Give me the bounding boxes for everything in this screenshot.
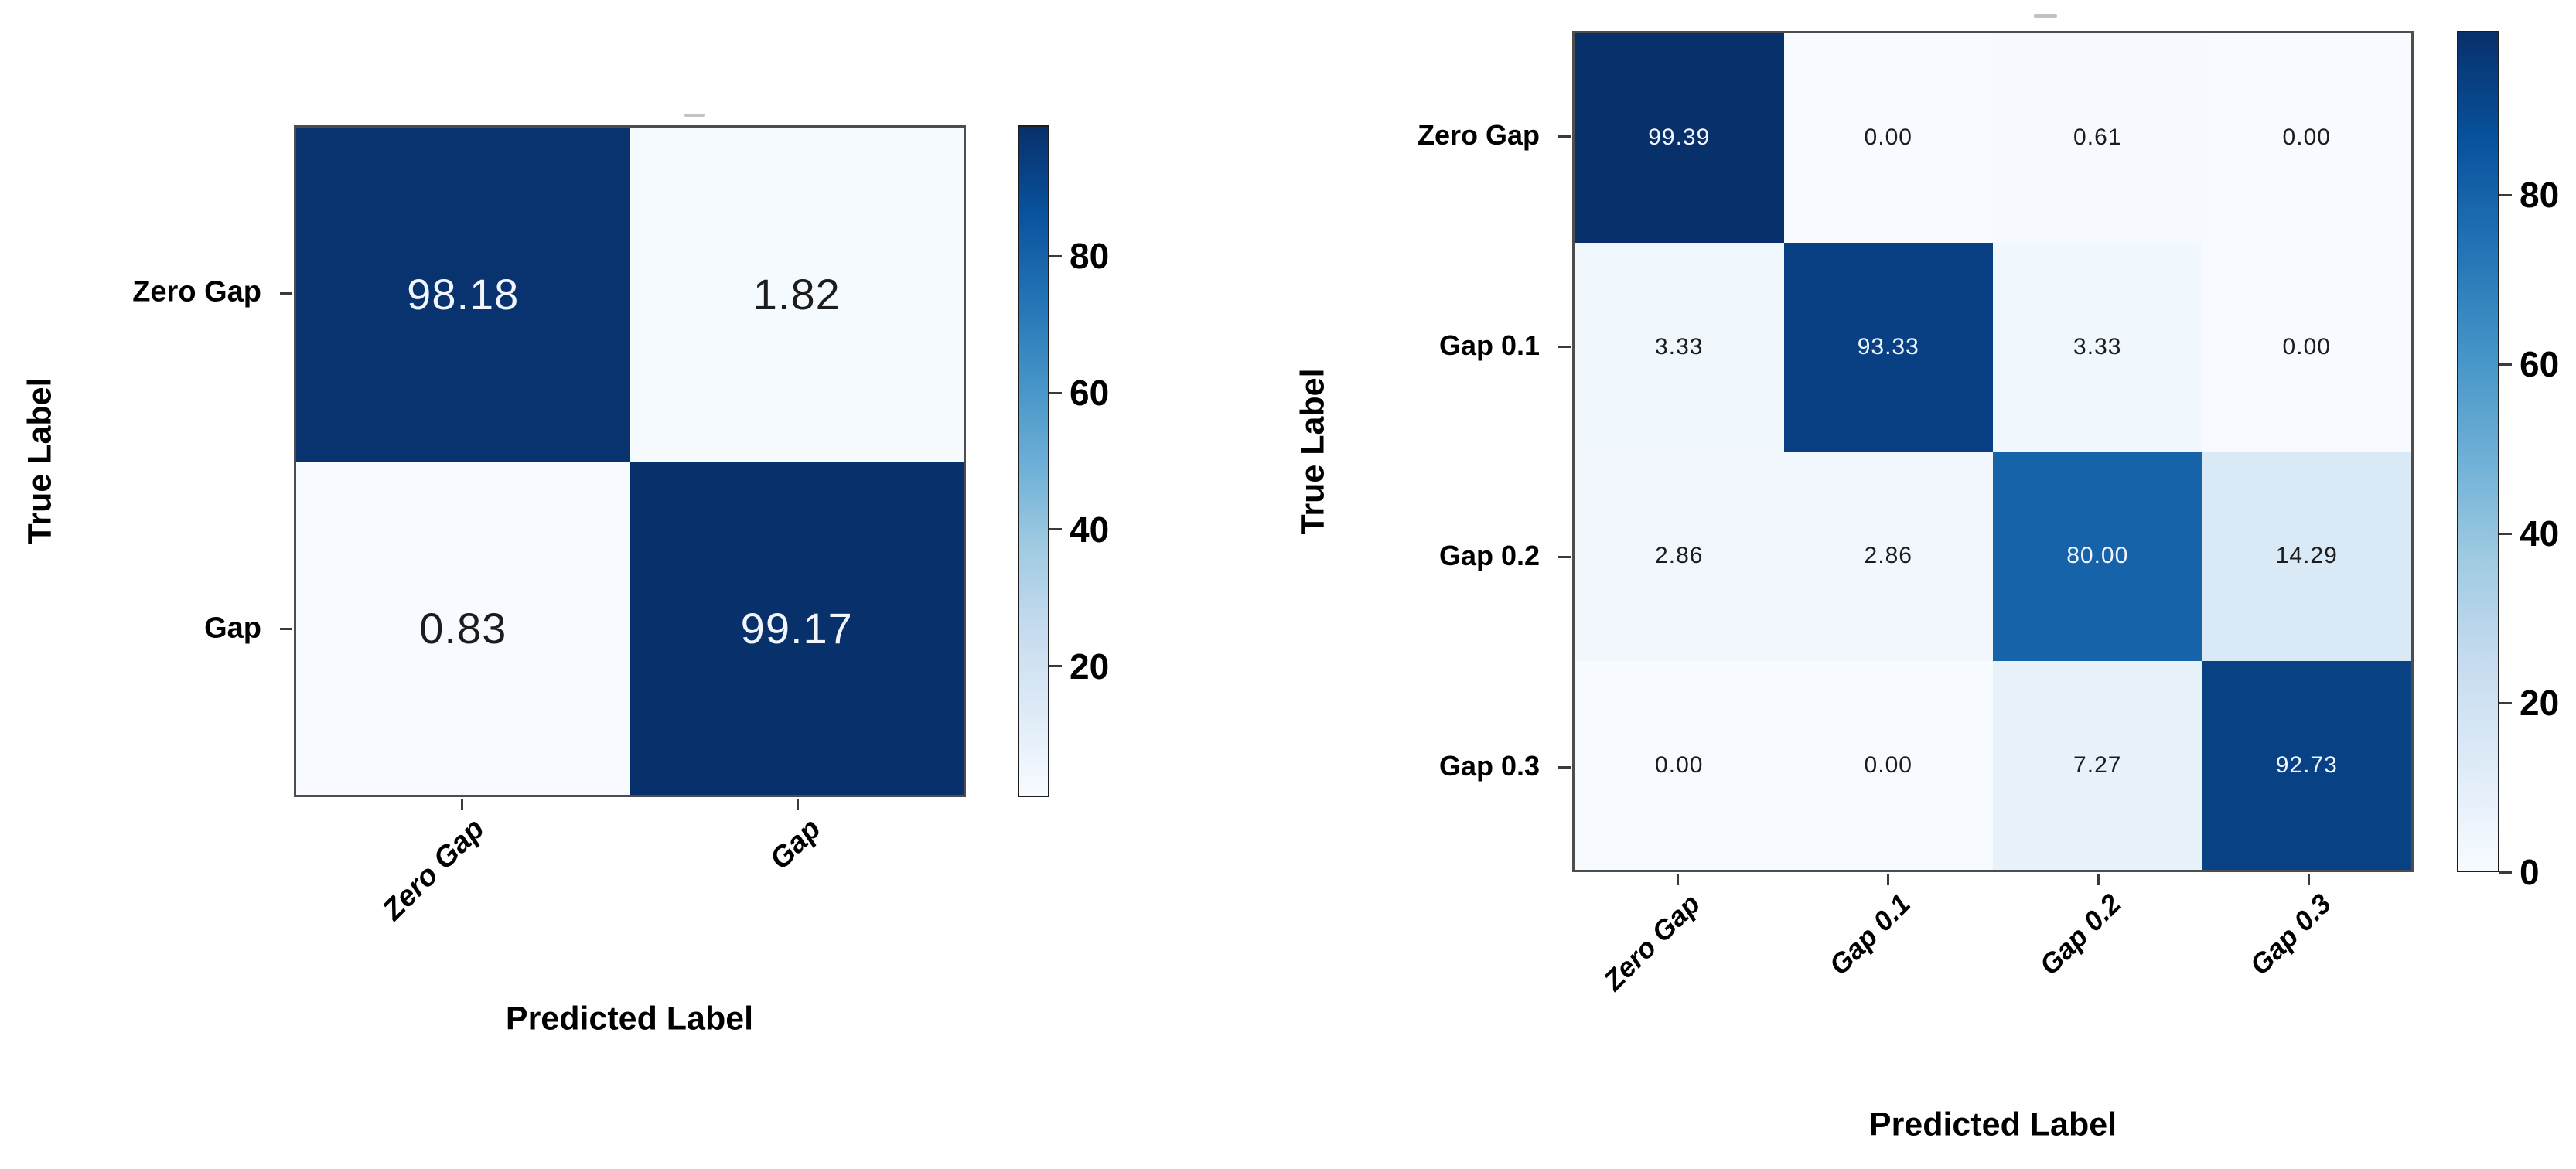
- colorbar-tick-label: 20: [1070, 646, 1110, 687]
- x-tick-label: Zero Gap: [377, 813, 491, 927]
- x-tick-mark: [2097, 874, 2100, 885]
- x-tick-label: Gap 0.3: [2243, 888, 2337, 981]
- colorbar-tick-mark: [1049, 254, 1062, 257]
- heatmap-cell: 7.27: [1993, 660, 2202, 870]
- heatmap-cell: 0.00: [1575, 660, 1784, 870]
- x-tick-label: Gap 0.2: [2033, 888, 2127, 981]
- heatmap-cell: 0.00: [1783, 33, 1993, 243]
- heatmap-cell: 3.33: [1575, 242, 1784, 452]
- heatmap-cell: 0.61: [1993, 33, 2202, 243]
- x-axis-label-right: Predicted Label: [1868, 1106, 2117, 1143]
- title-artifact-right: [2034, 14, 2057, 18]
- cell-value: 99.39: [1648, 124, 1711, 151]
- heatmap-cell: 92.73: [2202, 660, 2411, 870]
- y-tick-label: Gap 0.2: [1438, 540, 1540, 572]
- cell-value: 7.27: [2073, 752, 2122, 778]
- heatmap-cell: 98.18: [296, 128, 630, 462]
- heatmap-cell: 0.00: [2202, 33, 2411, 243]
- x-tick-label: Zero Gap: [1597, 888, 1706, 997]
- cell-value: 0.00: [2282, 333, 2331, 360]
- cell-value: 92.73: [2275, 752, 2338, 778]
- x-tick-mark: [1886, 874, 1889, 885]
- heatmap-cell: 99.39: [1575, 33, 1784, 243]
- cell-value: 0.00: [1655, 752, 1704, 778]
- y-tick-mark: [1558, 135, 1571, 138]
- y-tick-mark: [1558, 555, 1571, 558]
- y-tick-label: Gap 0.3: [1438, 750, 1540, 782]
- heatmap-cell: 2.86: [1783, 452, 1993, 661]
- colorbar-tick-mark: [2499, 532, 2512, 535]
- colorbar-tick-mark: [2499, 701, 2512, 704]
- colorbar-tick-label: 0: [2520, 852, 2540, 892]
- y-tick-label: Gap 0.1: [1438, 329, 1540, 362]
- cell-value: 2.86: [1655, 543, 1704, 569]
- heatmap-cell: 0.00: [1783, 660, 1993, 870]
- colorbar-tick-label: 60: [1070, 373, 1110, 414]
- y-tick-mark: [1558, 765, 1571, 769]
- y-tick-mark: [280, 628, 292, 631]
- colorbar: [2457, 31, 2499, 872]
- heatmap-plot-area: 99.39 0.00 0.61 0.00 3.33 93.33 3.33 0.00 2.86 2.…: [1572, 31, 2414, 872]
- colorbar-tick-label: 40: [1070, 509, 1110, 550]
- cell-value: 99.17: [740, 603, 853, 653]
- cell-value: 2.86: [1864, 543, 1912, 569]
- colorbar-tick-label: 80: [2520, 175, 2560, 216]
- y-tick-mark: [280, 291, 292, 295]
- heatmap-cell: 80.00: [1993, 452, 2202, 661]
- colorbar-tick-mark: [2499, 193, 2512, 196]
- cell-value: 0.61: [2073, 124, 2122, 151]
- heatmap-cell: 2.86: [1575, 452, 1784, 661]
- heatmap-plot-area: 98.18 1.82 0.83 99.17: [294, 125, 966, 797]
- title-artifact-left: [684, 114, 705, 117]
- heatmap-cell: 99.17: [629, 461, 964, 795]
- y-axis-label-left: True Label: [21, 377, 59, 544]
- colorbar-tick-mark: [1049, 391, 1062, 394]
- colorbar: [1018, 125, 1049, 797]
- cell-value: 14.29: [2275, 543, 2338, 569]
- cell-value: 1.82: [752, 270, 841, 319]
- colorbar-tick-label: 40: [2520, 513, 2560, 554]
- y-tick-mark: [1558, 345, 1571, 348]
- x-tick-mark: [797, 799, 800, 810]
- colorbar-tick-label: 20: [2520, 683, 2560, 724]
- cell-value: 0.00: [2282, 124, 2331, 151]
- colorbar-tick-label: 60: [2520, 344, 2560, 385]
- colorbar-tick-label: 80: [1070, 236, 1110, 277]
- cell-value: 98.18: [407, 270, 520, 319]
- heatmap-cell: 1.82: [629, 128, 964, 462]
- y-axis-label-right: True Label: [1294, 368, 1332, 535]
- colorbar-tick-mark: [1049, 665, 1062, 668]
- cell-value: 3.33: [1655, 333, 1704, 360]
- cell-value: 0.00: [1864, 752, 1912, 778]
- y-tick-label: Gap: [204, 612, 261, 645]
- heatmap-cell: 14.29: [2202, 452, 2411, 661]
- x-tick-label: Gap: [763, 813, 827, 876]
- heatmap-cell: 93.33: [1783, 242, 1993, 452]
- colorbar-tick-mark: [2499, 871, 2512, 874]
- heatmap-cell: 0.83: [296, 461, 630, 795]
- colorbar-tick-mark: [2499, 363, 2512, 366]
- x-tick-mark: [1676, 874, 1679, 885]
- x-tick-mark: [460, 799, 463, 810]
- x-axis-label-left: Predicted Label: [505, 1000, 754, 1038]
- y-tick-label: Zero Gap: [132, 275, 261, 308]
- cell-value: 0.83: [419, 603, 507, 653]
- x-tick-mark: [2307, 874, 2310, 885]
- y-tick-label: Zero Gap: [1417, 119, 1540, 152]
- cell-value: 80.00: [2066, 543, 2129, 569]
- cell-value: 3.33: [2073, 333, 2122, 360]
- heatmap-cell: 3.33: [1993, 242, 2202, 452]
- heatmap-cell: 0.00: [2202, 242, 2411, 452]
- x-tick-label: Gap 0.1: [1823, 888, 1916, 981]
- colorbar-tick-mark: [1049, 528, 1062, 531]
- cell-value: 93.33: [1857, 333, 1919, 360]
- cell-value: 0.00: [1864, 124, 1912, 151]
